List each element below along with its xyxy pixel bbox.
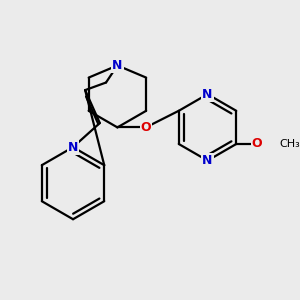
Text: O: O <box>140 121 151 134</box>
Text: CH₃: CH₃ <box>279 139 300 149</box>
Text: O: O <box>252 137 262 151</box>
Text: N: N <box>112 59 123 72</box>
Text: N: N <box>68 141 78 154</box>
Text: N: N <box>202 88 213 101</box>
Text: N: N <box>202 154 213 167</box>
